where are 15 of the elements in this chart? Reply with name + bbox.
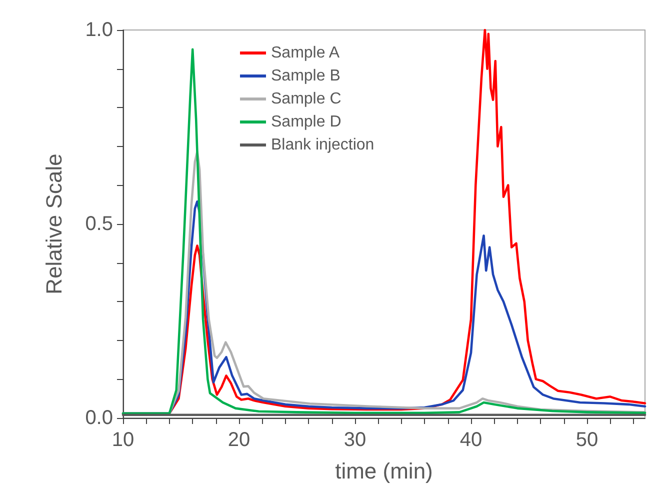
y-tick-label: 1.0	[85, 19, 113, 41]
y-tick-label: 0.5	[85, 213, 113, 235]
legend-label: Sample D	[271, 114, 342, 130]
x-tick-label: 10	[112, 429, 134, 451]
x-tick-label: 20	[228, 429, 250, 451]
x-tick-label: 50	[576, 429, 598, 451]
legend-label: Sample C	[271, 90, 342, 108]
legend-label: Sample B	[271, 68, 340, 84]
y-tick-label: 0.0	[85, 407, 113, 429]
y-axis-title: Relative Scale	[42, 154, 66, 294]
x-tick-label: 40	[460, 429, 482, 451]
x-tick-label: 30	[344, 429, 366, 451]
x-axis-title: time (min)	[335, 458, 433, 484]
legend-label: Blank injection	[271, 136, 374, 154]
legend-label: Sample A	[271, 44, 340, 62]
